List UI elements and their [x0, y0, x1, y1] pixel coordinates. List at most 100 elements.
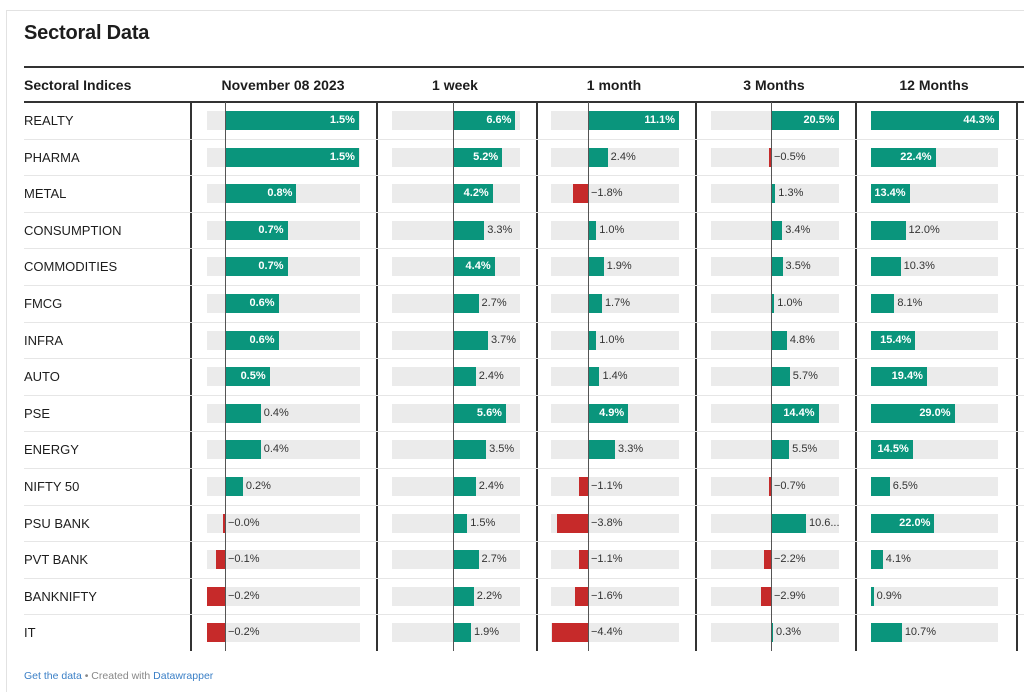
value-label: 4.4%: [465, 260, 491, 273]
value-label: −2.9%: [774, 589, 806, 602]
value-label: 1.3%: [778, 187, 804, 200]
bar-track: [711, 586, 839, 606]
value-bar: [556, 513, 588, 533]
value-bar: [771, 330, 787, 350]
bar-track: [207, 623, 360, 643]
column-divider: [695, 101, 697, 651]
value-label: −0.7%: [774, 480, 806, 492]
bar-track: [711, 147, 839, 167]
value-bar: [453, 586, 474, 606]
value-bar: [763, 550, 771, 570]
value-bar: [771, 513, 806, 533]
value-bar: [453, 367, 476, 387]
value-label: 12.0%: [908, 223, 940, 236]
zero-line: [225, 248, 226, 286]
row-divider: [24, 175, 1024, 177]
value-label: 3.5%: [785, 260, 811, 273]
zero-line: [453, 321, 454, 359]
value-label: 1.0%: [599, 333, 625, 346]
value-bar: [225, 440, 261, 460]
sector-label: FMCG: [24, 296, 63, 311]
row-divider: [24, 504, 1024, 506]
value-bar: [771, 440, 790, 460]
value-bar: [225, 257, 288, 277]
zero-line: [225, 431, 226, 469]
zero-line: [771, 138, 772, 176]
value-bar: [453, 403, 506, 423]
row-divider: [24, 321, 1024, 323]
zero-line: [225, 102, 226, 139]
value-bar: [225, 403, 261, 423]
value-label: 13.4%: [874, 187, 906, 200]
value-bar: [871, 330, 916, 350]
value-label: 15.4%: [880, 333, 912, 346]
value-label: 1.5%: [329, 114, 355, 126]
sector-label: NIFTY 50: [24, 479, 80, 494]
value-bar: [453, 513, 468, 533]
value-bar: [225, 294, 279, 313]
value-bar: [871, 220, 906, 240]
bar-track: [207, 586, 360, 606]
value-bar: [225, 111, 359, 130]
value-label: 1.5%: [329, 150, 355, 163]
zero-line: [771, 358, 772, 396]
footer: Get the data • Created with Datawrapper: [24, 670, 213, 682]
zero-line: [225, 468, 226, 505]
row-divider: [24, 138, 1024, 140]
value-label: 0.4%: [263, 443, 289, 456]
column-divider: [855, 101, 857, 651]
zero-line: [588, 175, 589, 213]
zero-line: [771, 175, 772, 213]
value-bar: [588, 147, 608, 167]
zero-line: [771, 541, 772, 579]
value-bar: [453, 623, 471, 643]
value-bar: [771, 294, 775, 313]
header-sectoral-indices: Sectoral Indices: [24, 77, 132, 93]
value-label: 4.2%: [463, 187, 489, 200]
sector-label: PSU BANK: [24, 515, 90, 531]
zero-line: [453, 614, 454, 652]
value-label: 0.3%: [776, 626, 802, 639]
zero-line: [453, 175, 454, 213]
zero-line: [225, 321, 226, 359]
get-the-data-link[interactable]: Get the data: [24, 670, 82, 682]
sector-label: INFRA: [24, 332, 63, 348]
value-bar: [453, 147, 503, 167]
zero-line: [225, 394, 226, 432]
value-label: −0.5%: [774, 150, 806, 163]
value-bar: [871, 367, 927, 387]
value-bar: [588, 330, 597, 350]
value-label: −1.8%: [591, 187, 623, 200]
value-bar: [453, 550, 479, 570]
value-label: −4.4%: [591, 626, 623, 639]
value-label: 1.7%: [604, 297, 631, 309]
datawrapper-link[interactable]: Datawrapper: [153, 670, 214, 682]
zero-line: [453, 431, 454, 469]
bar-track: [711, 550, 839, 570]
value-bar: [453, 294, 479, 313]
zero-line: [453, 504, 454, 542]
zero-line: [771, 614, 772, 652]
row-divider: [24, 431, 1024, 433]
value-bar: [578, 477, 588, 496]
value-label: −2.2%: [774, 553, 806, 566]
value-bar: [771, 403, 819, 423]
zero-line: [225, 211, 226, 249]
value-bar: [551, 623, 588, 643]
value-label: 10.3%: [903, 260, 935, 273]
value-label: 0.4%: [263, 406, 289, 419]
value-bar: [588, 111, 680, 130]
bar-track: [551, 330, 679, 350]
value-label: 3.7%: [491, 333, 517, 346]
value-bar: [771, 220, 783, 240]
zero-line: [453, 541, 454, 579]
row-divider: [24, 577, 1024, 579]
bar-track: [871, 294, 998, 313]
value-label: 4.8%: [789, 333, 815, 346]
value-bar: [771, 367, 790, 387]
value-label: 0.6%: [249, 333, 275, 346]
sector-label: PHARMA: [24, 149, 80, 165]
zero-line: [453, 248, 454, 286]
value-bar: [225, 220, 288, 240]
zero-line: [771, 211, 772, 249]
